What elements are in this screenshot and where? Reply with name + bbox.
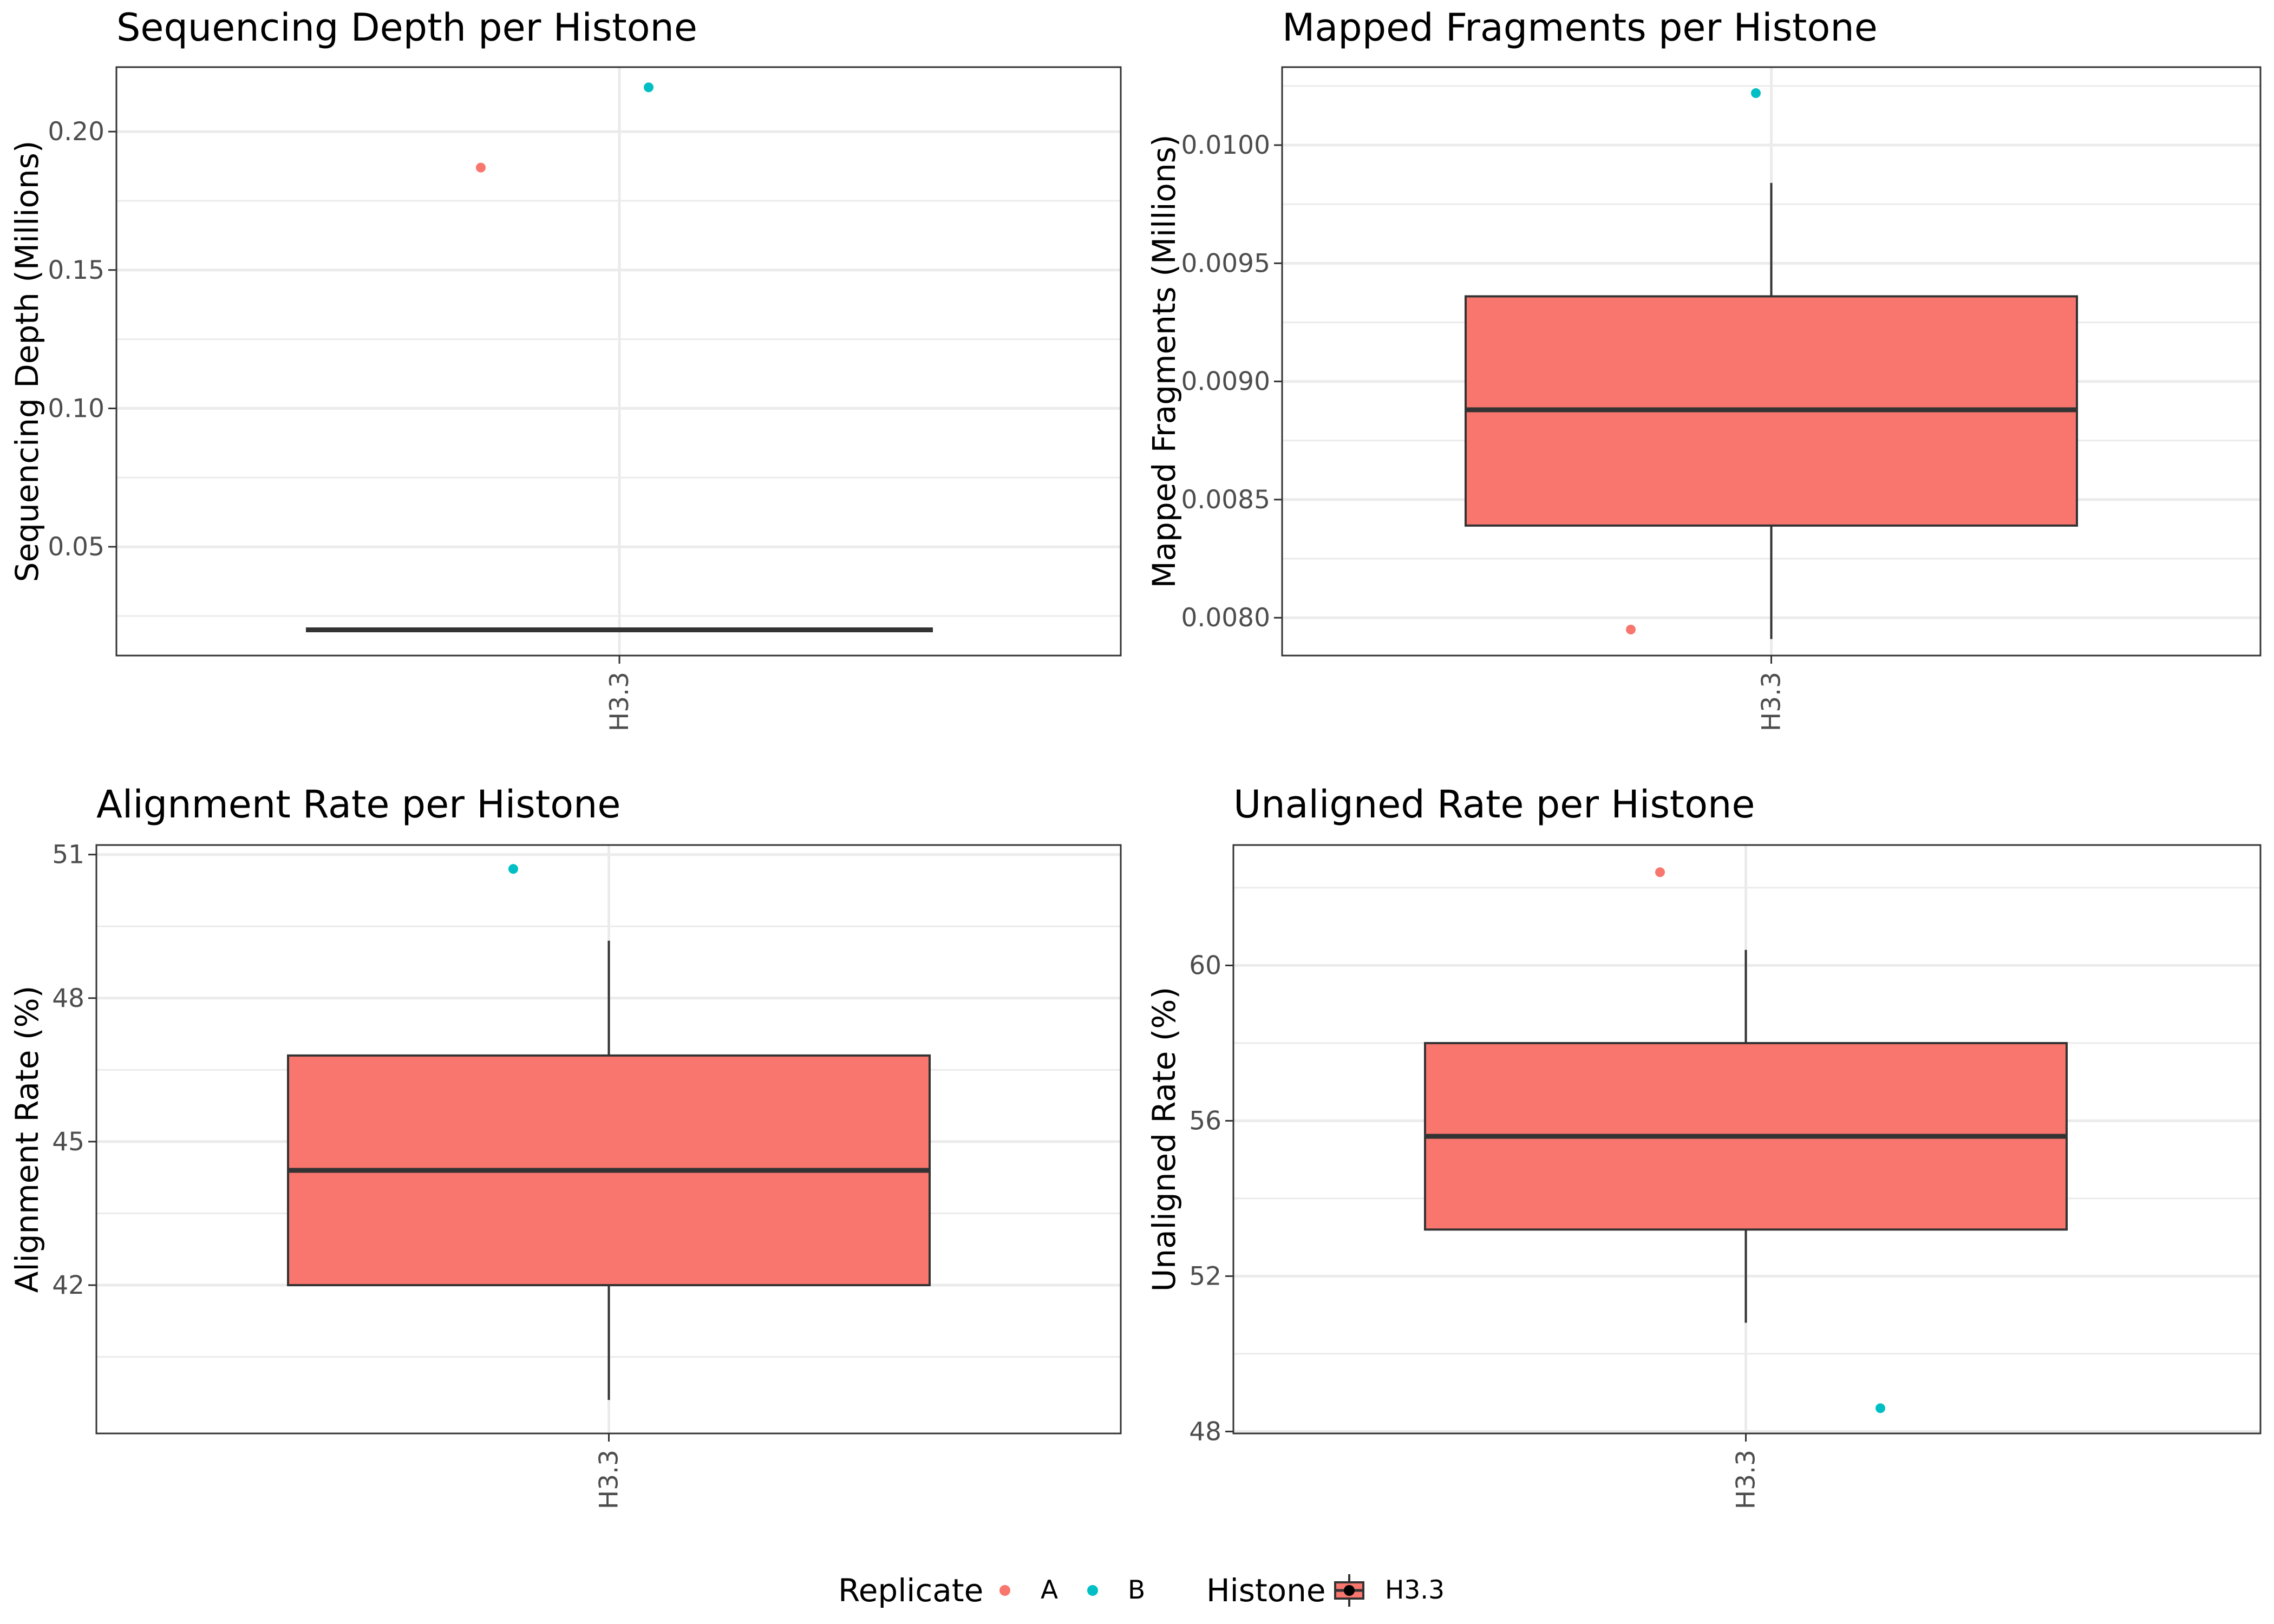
point-replicate-a (1626, 624, 1636, 634)
panel-1: 0.05 0.10 0.15 0.20 H3.3 Sequencing Depth per… (9, 5, 1122, 731)
y-tick-label: 0.20 (48, 117, 104, 147)
panels: 0.05 0.10 0.15 0.20 H3.3 Sequencing Depth per… (9, 5, 2262, 1509)
y-axis-label: Unaligned Rate (%) (1146, 987, 1182, 1292)
y-axis-label: Sequencing Depth (Millions) (9, 141, 45, 582)
legend-histone-title: Histone (1206, 1572, 1326, 1609)
panel-border (1232, 844, 2262, 1435)
legend-replicate-title: Replicate (838, 1572, 983, 1609)
y-tick-label: 56 (1189, 1106, 1221, 1136)
legend-key-h3-3 (1334, 1574, 1364, 1607)
y-tick-label: 0.0090 (1181, 367, 1270, 397)
y-tick-label: 42 (52, 1271, 84, 1300)
y-tick-label: 0.0100 (1181, 130, 1270, 160)
panel-2: 0.0080 0.0085 0.0090 0.0095 0.0100 H3.3 Mapped… (1146, 5, 2262, 731)
y-axis-label: Mapped Fragments (Millions) (1146, 134, 1182, 588)
x-tick-label: H3.3 (605, 672, 635, 731)
y-tick-label: 0.15 (48, 256, 104, 285)
x-tick-label: H3.3 (594, 1450, 624, 1509)
panel-title: Unaligned Rate per Histone (1233, 782, 1755, 827)
legend-key-a (999, 1585, 1010, 1596)
legend-label-a: A (1041, 1575, 1058, 1605)
panel-4: 48 52 56 60 H3.3 Unaligned Rate per Histone Un… (1146, 782, 2262, 1509)
panel-title: Mapped Fragments per Histone (1282, 5, 1878, 50)
x-tick-label: H3.3 (1757, 672, 1787, 731)
y-tick-label: 0.10 (48, 394, 104, 423)
point-replicate-b (644, 82, 654, 93)
y-tick-label: 45 (52, 1127, 84, 1157)
panel-3: 42 45 48 51 H3.3 Alignment Rate per Histone Al… (9, 782, 1122, 1509)
legend: Replicate A B Histone H3.3 (838, 1572, 1445, 1609)
legend-key-b (1087, 1585, 1098, 1596)
point-replicate-b (1876, 1403, 1885, 1413)
point-replicate-a (1655, 867, 1665, 878)
panel-title: Sequencing Depth per Histone (116, 5, 697, 50)
y-axis-label: Alignment Rate (%) (9, 986, 45, 1293)
y-tick-label: 52 (1189, 1261, 1221, 1291)
y-tick-label: 0.0095 (1181, 248, 1270, 278)
y-tick-label: 0.0080 (1181, 603, 1270, 633)
point-replicate-b (1751, 88, 1761, 99)
y-tick-label: 60 (1189, 951, 1221, 980)
y-tick-label: 48 (52, 984, 84, 1013)
legend-label-b: B (1128, 1575, 1145, 1605)
panel-title: Alignment Rate per Histone (96, 782, 620, 827)
point-replicate-a (476, 162, 486, 173)
y-tick-label: 48 (1189, 1417, 1221, 1446)
y-tick-label: 0.05 (48, 532, 104, 562)
y-tick-label: 0.0085 (1181, 485, 1270, 515)
y-tick-label: 51 (52, 840, 84, 870)
point-replicate-b (508, 864, 518, 874)
x-tick-label: H3.3 (1731, 1450, 1761, 1509)
legend-label-h3-3: H3.3 (1385, 1575, 1445, 1605)
